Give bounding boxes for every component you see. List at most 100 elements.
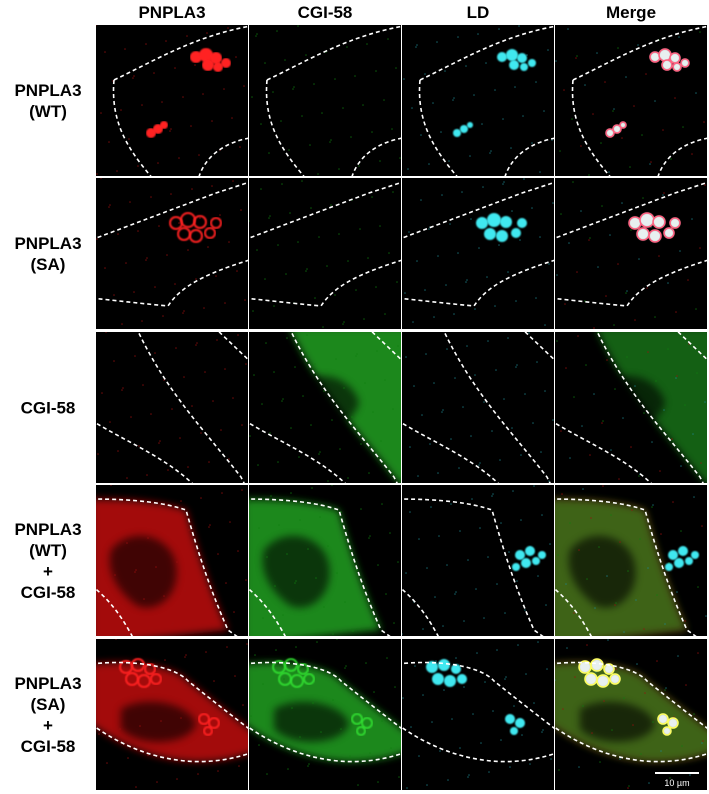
speckle: [540, 451, 542, 453]
speckle: [346, 46, 348, 48]
speckle: [418, 538, 420, 540]
speckle: [667, 282, 669, 284]
droplet-rim: [619, 121, 627, 129]
speckle: [257, 464, 259, 466]
speckle: [159, 505, 161, 507]
droplet: [432, 673, 444, 685]
speckle: [159, 440, 161, 442]
droplet: [510, 727, 518, 735]
speckle: [320, 731, 322, 733]
speckle: [203, 307, 205, 309]
speckle: [379, 225, 381, 227]
speckle: [179, 437, 181, 439]
speckle: [187, 249, 189, 251]
speckle: [334, 78, 336, 80]
speckle: [621, 202, 623, 204]
speckle: [652, 504, 654, 506]
speckle: [617, 47, 619, 49]
speckle: [143, 598, 145, 600]
speckle: [406, 787, 408, 789]
speckle: [492, 710, 494, 712]
speckle: [322, 326, 324, 328]
speckle: [697, 652, 699, 654]
speckle: [473, 94, 475, 96]
speckle: [157, 162, 159, 164]
speckle: [235, 56, 237, 58]
speckle: [271, 710, 273, 712]
speckle: [126, 542, 128, 544]
speckle: [619, 541, 621, 543]
speckle: [167, 534, 169, 536]
speckle: [244, 299, 246, 301]
speckle: [572, 181, 574, 183]
speckle: [286, 553, 288, 555]
speckle: [483, 401, 485, 403]
droplet: [137, 674, 151, 688]
speckle: [160, 720, 162, 722]
speckle: [128, 138, 130, 140]
speckle: [102, 672, 104, 674]
speckle: [519, 239, 521, 241]
speckle: [433, 316, 435, 318]
speckle: [356, 353, 358, 355]
speckle: [569, 457, 571, 459]
image-panel: [96, 25, 248, 176]
image-panel: [402, 178, 554, 329]
speckle: [139, 508, 141, 510]
speckle: [147, 537, 149, 539]
speckle: [458, 467, 460, 469]
speckle: [196, 342, 198, 344]
speckle: [278, 524, 280, 526]
speckle: [634, 385, 636, 387]
droplet: [496, 230, 508, 242]
speckle: [637, 44, 639, 46]
speckle: [615, 602, 617, 604]
speckle: [491, 495, 493, 497]
speckle: [665, 687, 667, 689]
speckle: [599, 761, 601, 763]
speckle: [176, 561, 178, 563]
speckle: [130, 416, 132, 418]
droplet: [517, 218, 527, 228]
speckle: [172, 622, 174, 624]
droplet: [497, 52, 507, 62]
speckle: [133, 291, 135, 293]
droplet: [640, 213, 654, 227]
speckle: [105, 332, 107, 333]
speckle: [315, 577, 317, 579]
speckle: [183, 376, 185, 378]
panel-background: [402, 25, 554, 176]
speckle: [691, 218, 693, 220]
speckle: [414, 665, 416, 667]
droplet-rim: [672, 62, 682, 72]
speckle: [282, 398, 284, 400]
speckle: [470, 218, 472, 220]
speckle: [555, 679, 556, 681]
droplet: [597, 675, 609, 687]
droplet-rim: [657, 713, 669, 725]
speckle: [260, 188, 262, 190]
speckle: [237, 550, 239, 552]
speckle: [505, 676, 507, 678]
speckle: [189, 744, 191, 746]
speckle: [185, 654, 187, 656]
speckle: [272, 91, 274, 93]
speckle: [463, 620, 465, 622]
speckle: [293, 86, 295, 88]
speckle: [541, 731, 543, 733]
speckle: [270, 495, 272, 497]
speckle: [124, 48, 126, 50]
speckle: [518, 25, 520, 27]
speckle: [544, 324, 546, 326]
droplet: [665, 563, 673, 571]
speckle: [251, 96, 253, 98]
speckle: [347, 477, 349, 479]
speckle: [581, 425, 583, 427]
speckle: [426, 784, 428, 786]
speckle: [217, 770, 219, 772]
speckle: [680, 465, 682, 467]
speckle: [522, 115, 524, 117]
speckle: [492, 493, 494, 495]
speckle: [660, 533, 662, 535]
speckle: [549, 543, 551, 545]
